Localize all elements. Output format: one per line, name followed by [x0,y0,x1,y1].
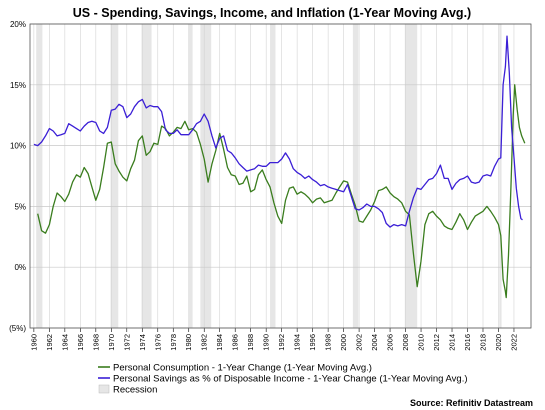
x-tick-label: 2020 [494,334,503,351]
x-tick-label: 1964 [60,334,69,351]
x-tick-label: 2022 [509,334,518,351]
legend-item-personal-savings: Personal Savings as % of Disposable Inco… [113,374,468,385]
recession-band [352,24,359,328]
x-tick-label: 2006 [386,334,395,351]
recession-band [200,24,212,328]
x-tick-label: 1982 [200,334,209,351]
x-tick-label: 1972 [122,334,131,351]
x-tick-label: 1990 [262,334,271,351]
x-tick-label: 2016 [463,334,472,351]
x-tick-label: 1962 [45,334,54,351]
y-tick-label: 0% [14,263,26,272]
x-tick-label: 1996 [308,334,317,351]
x-tick-label: 2008 [401,334,410,351]
x-tick-label: 1976 [153,334,162,351]
plot-area: 1960 1962 1964 1966 1968 1970 1972 1974 1976 1978… [9,20,532,351]
x-tick-label: 2010 [417,334,426,351]
legend-item-recession-marker [98,384,110,394]
x-tick-label: 2018 [478,334,487,351]
x-tick-label: 1970 [107,334,116,351]
x-tick-label: 1984 [215,334,224,351]
chart-title: US - Spending, Savings, Income, and Infl… [73,6,471,20]
x-tick-label: 1994 [293,334,302,351]
recession-band [36,24,43,328]
x-tick-label: 2004 [370,334,379,351]
y-tick-label: (5%) [9,324,26,333]
recession-band [270,24,276,328]
x-tick-label: 1992 [277,334,286,351]
recession-band [188,24,193,328]
chart-source: Source: Refinitiv Datastream [410,398,533,408]
series-line-personal-savings [33,35,523,228]
recession-band [404,24,418,328]
x-tick-label: 2014 [448,334,457,351]
plot-border [29,23,532,329]
x-tick-label: 1968 [91,334,100,351]
x-tick-label: 1980 [184,334,193,351]
x-tick-label: 1988 [246,334,255,351]
x-tick-label: 1974 [138,334,147,351]
recession-band [499,24,502,328]
legend-item-personal-consumption: Personal Consumption - 1-Year Change (1-… [113,363,372,374]
y-tick-label: 20% [10,20,26,29]
legend-item-recession: Recession [113,385,157,396]
x-tick-label: 1998 [324,334,333,351]
x-tick-label: 2012 [432,334,441,351]
legend: Personal Consumption - 1-Year Change (1-… [98,363,468,396]
recession-band [110,24,119,328]
y-tick-label: 15% [10,81,26,90]
x-tick-label: 2002 [355,334,364,351]
recession-band [141,24,152,328]
x-tick-label: 1986 [231,334,240,351]
y-tick-label: 10% [10,142,26,151]
x-tick-label: 2000 [339,334,348,351]
series-line-personal-consumption [37,84,526,299]
x-tick-label: 1960 [29,334,38,351]
x-tick-label: 1978 [169,334,178,351]
y-tick-label: 5% [14,202,26,211]
x-tick-label: 1966 [76,334,85,351]
